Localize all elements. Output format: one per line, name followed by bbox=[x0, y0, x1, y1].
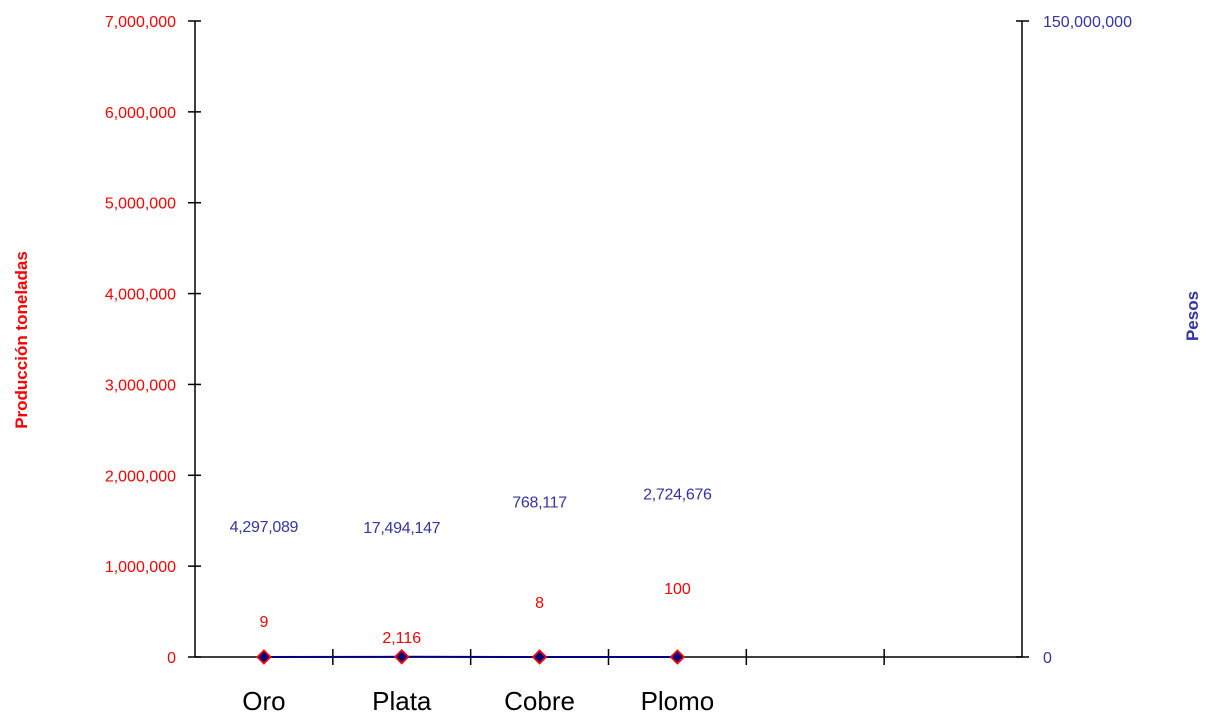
x-axis-tick-label: Oro bbox=[242, 686, 285, 716]
data-marker-produccion bbox=[393, 649, 410, 665]
data-label-pesos: 768,117 bbox=[512, 495, 567, 512]
y-axis-right-tick-label: 150,000,000 bbox=[1043, 14, 1132, 31]
y-axis-left-tick-label: 1,000,000 bbox=[105, 559, 176, 576]
x-axis-tick-label: Cobre bbox=[504, 686, 575, 716]
y-axis-left-tick-label: 7,000,000 bbox=[105, 14, 176, 31]
y-axis-right-tick-label: 0 bbox=[1043, 650, 1052, 667]
y-axis-right-title: Pesos bbox=[1183, 290, 1202, 342]
y-axis-left-tick-label: 2,000,000 bbox=[105, 468, 176, 485]
data-label-produccion: 2,116 bbox=[382, 630, 421, 647]
data-label-pesos: 17,494,147 bbox=[363, 520, 440, 537]
data-label-pesos: 4,297,089 bbox=[230, 519, 299, 536]
x-axis-tick-label: Plomo bbox=[641, 686, 715, 716]
y-axis-left-title: Producción toneladas bbox=[12, 251, 31, 429]
x-axis-tick-label: Plata bbox=[372, 686, 432, 716]
y-axis-left-tick-label: 4,000,000 bbox=[105, 287, 176, 304]
data-label-produccion: 9 bbox=[259, 614, 268, 631]
y-axis-left-tick-label: 6,000,000 bbox=[105, 105, 176, 122]
data-marker-produccion bbox=[669, 649, 686, 665]
data-label-pesos: 2,724,676 bbox=[643, 486, 712, 503]
y-axis-left-tick-label: 0 bbox=[167, 650, 176, 667]
data-marker-produccion bbox=[531, 649, 548, 665]
data-label-produccion: 8 bbox=[535, 595, 544, 612]
data-marker-produccion bbox=[256, 649, 272, 665]
y-axis-left-tick-label: 3,000,000 bbox=[105, 377, 176, 394]
data-label-produccion: 100 bbox=[664, 581, 691, 598]
y-axis-left-tick-label: 5,000,000 bbox=[105, 196, 176, 213]
